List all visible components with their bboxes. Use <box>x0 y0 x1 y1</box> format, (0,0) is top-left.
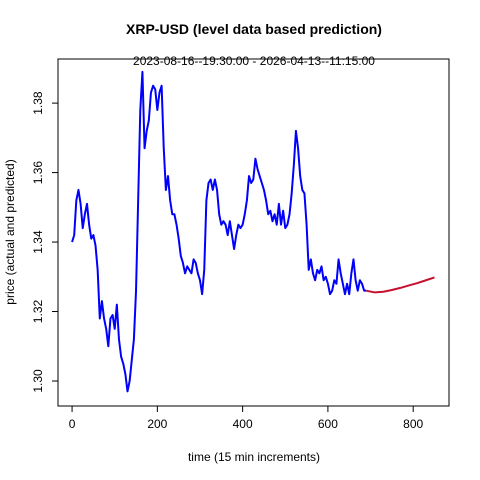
x-tick-label: 0 <box>69 417 76 431</box>
x-axis-label: time (15 min increments) <box>188 450 320 464</box>
y-tick-label: 1.34 <box>31 230 45 254</box>
price-line <box>71 70 367 393</box>
chart-title: XRP-USD (level data based prediction) <box>126 21 382 37</box>
y-tick-label: 1.32 <box>31 300 45 324</box>
x-tick-label: 800 <box>403 417 423 431</box>
y-tick-label: 1.36 <box>31 161 45 185</box>
chart-subtitle: 2023-08-16--19:30:00 - 2026-04-13--11:15… <box>133 54 375 68</box>
y-tick-label: 1.38 <box>31 91 45 115</box>
x-tick-label: 200 <box>147 417 167 431</box>
x-tick-label: 400 <box>233 417 253 431</box>
price-line <box>366 276 435 294</box>
y-tick-label: 1.30 <box>31 369 45 393</box>
x-tick-label: 600 <box>318 417 338 431</box>
y-axis-label: price (actual and predicted) <box>3 159 17 304</box>
